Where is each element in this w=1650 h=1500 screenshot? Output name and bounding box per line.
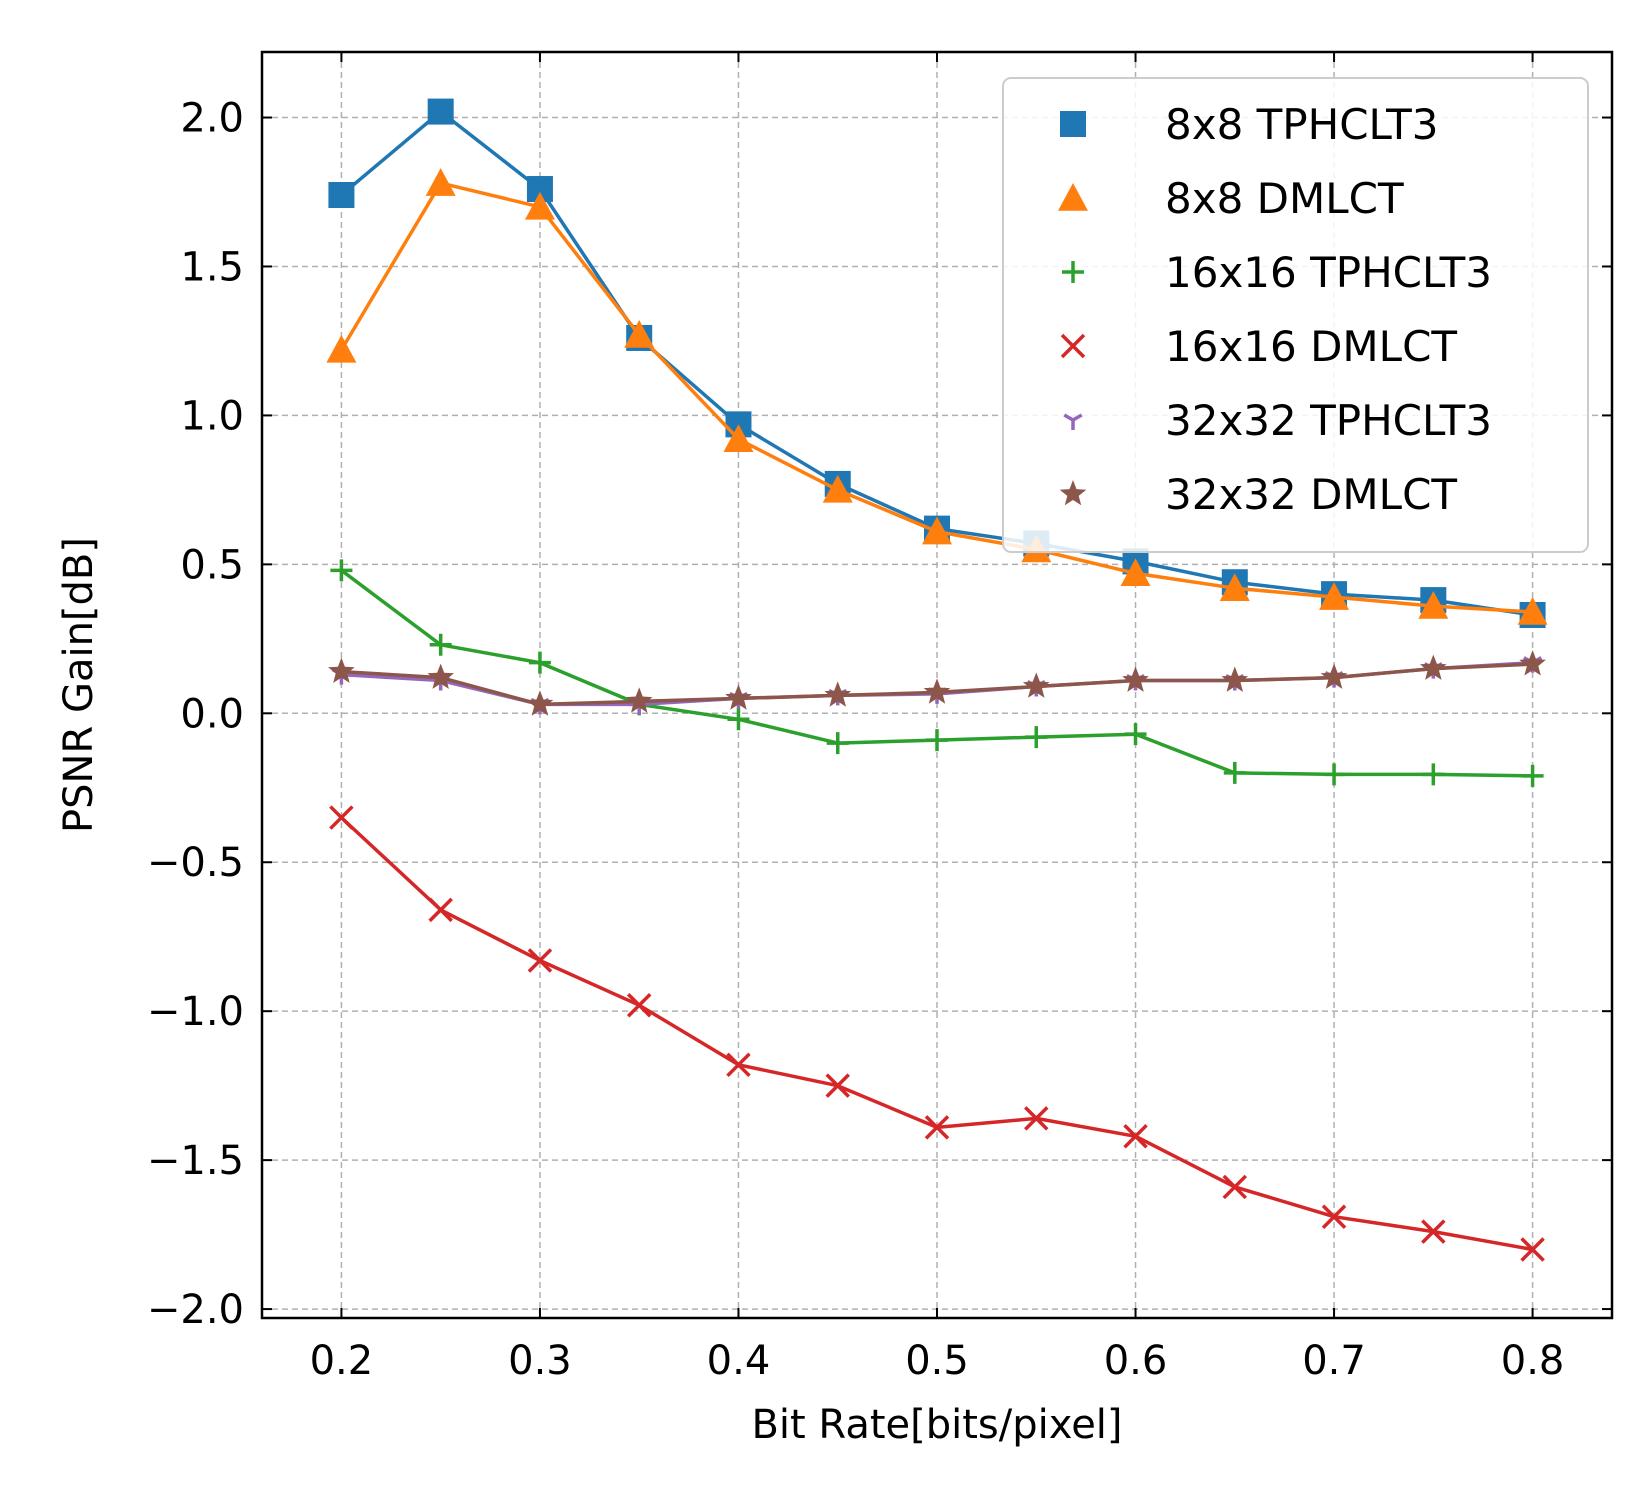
data-point: [1222, 1174, 1248, 1200]
data-point: [1221, 666, 1249, 692]
data-point: [328, 657, 355, 683]
legend-marker: [1060, 333, 1086, 359]
data-point: [1219, 573, 1250, 601]
x-tick-label: 0.4: [707, 1338, 771, 1384]
data-point: [1025, 726, 1048, 749]
data-point: [1319, 582, 1350, 610]
data-point: [723, 424, 754, 452]
y-tick-label: −1.0: [147, 989, 244, 1035]
x-tick-label: 0.2: [310, 1338, 374, 1384]
data-point: [1320, 663, 1348, 689]
data-point: [625, 687, 653, 713]
data-point: [330, 559, 353, 582]
series-1: [326, 168, 1548, 625]
series-3: [329, 805, 1545, 1262]
data-point: [326, 334, 357, 363]
y-axis-label: PSNR Gain[dB]: [56, 537, 102, 833]
legend-marker: [1060, 111, 1086, 137]
data-point: [429, 633, 452, 656]
data-point: [425, 168, 456, 196]
data-point: [1321, 1204, 1347, 1229]
data-point: [922, 516, 952, 545]
legend-marker: [1062, 261, 1084, 283]
data-point: [825, 1073, 850, 1098]
data-point: [1421, 1219, 1446, 1244]
data-point: [624, 319, 655, 348]
data-point: [926, 729, 948, 752]
y-tick-label: 2.0: [180, 96, 244, 142]
y-tick-label: −0.5: [147, 840, 244, 886]
legend-box: [1002, 77, 1589, 553]
y-tick-label: 1.5: [180, 244, 244, 290]
data-point: [824, 681, 852, 707]
data-point: [1418, 591, 1449, 619]
data-point: [1521, 764, 1544, 787]
data-point: [1519, 650, 1546, 676]
legend-label: 8x8 TPHCLT3: [1165, 100, 1439, 149]
series-5: [328, 650, 1546, 716]
data-point: [1124, 723, 1147, 746]
data-point: [1022, 672, 1050, 698]
data-point: [329, 805, 354, 830]
x-tick-label: 0.8: [1501, 1338, 1565, 1384]
data-point: [725, 684, 752, 710]
x-tick-label: 0.6: [1104, 1338, 1168, 1384]
data-point: [1323, 763, 1346, 786]
data-point: [1520, 1237, 1545, 1262]
data-point: [822, 474, 853, 503]
y-tick-label: −1.5: [147, 1138, 244, 1184]
data-point: [1223, 761, 1246, 784]
data-point: [1120, 558, 1151, 587]
data-point: [726, 1052, 751, 1078]
data-point: [924, 1115, 950, 1140]
legend: 8x8 TPHCLT3 8x8 DMLCT 16x16 TPHCLT3 16x16 D…: [1002, 77, 1589, 553]
data-point: [1422, 763, 1445, 786]
y-tick-label: 0.0: [180, 691, 244, 737]
data-point: [427, 663, 454, 689]
data-point: [524, 191, 555, 220]
data-point: [727, 708, 750, 731]
y-tick-label: 1.0: [180, 393, 244, 439]
data-point: [923, 678, 951, 704]
legend-marker: [1059, 480, 1087, 506]
x-tick-label: 0.5: [905, 1338, 969, 1384]
x-tick-label: 0.3: [508, 1338, 572, 1384]
legend-label: 16x16 TPHCLT3: [1165, 248, 1492, 297]
data-point: [528, 651, 551, 674]
legend-label: 16x16 DMLCT: [1165, 322, 1457, 371]
y-tick-label: 0.5: [180, 542, 244, 588]
legend-label: 32x32 TPHCLT3: [1165, 396, 1492, 445]
data-point: [1024, 1106, 1049, 1131]
series-2: [330, 559, 1544, 787]
y-tick-label: −2.0: [147, 1287, 244, 1333]
data-point: [826, 732, 849, 755]
data-point: [1122, 666, 1149, 692]
legend-label: 8x8 DMLCT: [1165, 174, 1404, 223]
legend-marker: [1063, 413, 1083, 430]
data-point: [1420, 654, 1447, 680]
data-point: [428, 897, 453, 923]
axis-ticks: 0.2 0.3 0.4 0.5 0.6 0.7 0.8 2.0 1.5 1.0 0.5 0.0 −0.5…: [147, 52, 1612, 1384]
data-point: [527, 948, 553, 973]
legend-marker: [1058, 183, 1088, 211]
x-axis-label: Bit Rate[bits/pixel]: [751, 1402, 1122, 1448]
data-point: [1517, 597, 1548, 625]
data-point: [1123, 1124, 1148, 1149]
legend-label: 32x32 DMLCT: [1165, 470, 1457, 519]
data-point: [328, 181, 355, 208]
data-point: [626, 992, 652, 1018]
series-layer: [326, 98, 1548, 1262]
data-point: [427, 98, 454, 125]
x-tick-label: 0.7: [1302, 1338, 1366, 1384]
data-point: [526, 690, 554, 716]
